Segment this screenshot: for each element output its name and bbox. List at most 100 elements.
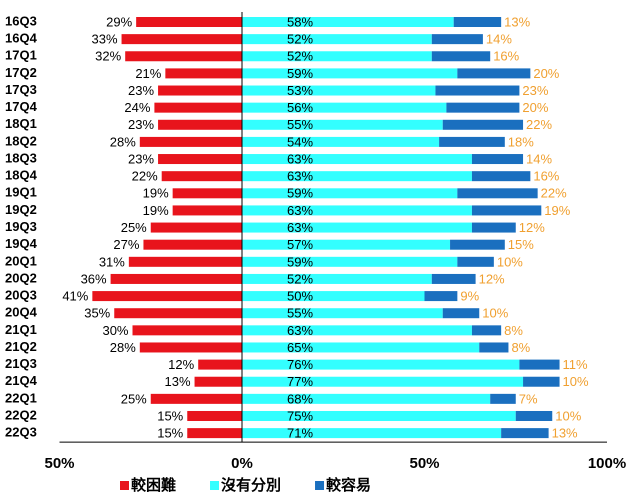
- value-label: 71%: [287, 426, 313, 441]
- bar-segment: [187, 410, 242, 421]
- bar-segment: [136, 17, 242, 27]
- bar-segment: [457, 256, 494, 267]
- legend-swatch: [210, 481, 220, 490]
- bar-segment: [198, 359, 242, 370]
- value-label: 15%: [508, 237, 534, 252]
- bar-segment: [471, 205, 542, 216]
- category-label: 19Q3: [5, 219, 37, 234]
- value-label: 16%: [533, 169, 559, 184]
- value-label: 29%: [106, 14, 132, 29]
- category-label: 20Q4: [5, 305, 38, 320]
- value-label: 7%: [519, 391, 538, 406]
- bar-segment: [446, 102, 520, 113]
- bar-segment: [114, 308, 242, 319]
- value-label: 12%: [479, 271, 505, 286]
- category-label: 19Q4: [5, 236, 38, 251]
- bar-segment: [128, 256, 242, 267]
- value-label: 13%: [552, 426, 578, 441]
- value-label: 30%: [102, 323, 128, 338]
- value-label: 22%: [541, 186, 567, 201]
- bar-segment: [242, 136, 440, 147]
- bar-segment: [110, 273, 242, 284]
- bar-segment: [471, 154, 524, 165]
- value-label: 55%: [287, 117, 313, 132]
- value-label: 63%: [287, 323, 313, 338]
- bar-segment: [158, 119, 242, 130]
- bar-segment: [479, 342, 509, 353]
- category-label: 16Q3: [5, 13, 37, 28]
- value-label: 20%: [522, 100, 548, 115]
- x-tick-label: 0%: [231, 455, 253, 472]
- value-label: 10%: [482, 306, 508, 321]
- category-label: 20Q2: [5, 270, 37, 285]
- bar-segment: [132, 325, 242, 336]
- bar-segment: [450, 239, 505, 250]
- value-label: 55%: [287, 306, 313, 321]
- category-label: 20Q3: [5, 288, 37, 303]
- value-label: 19%: [544, 203, 570, 218]
- bar-segment: [165, 68, 242, 79]
- value-label: 8%: [504, 323, 523, 338]
- value-label: 77%: [287, 374, 313, 389]
- value-label: 68%: [287, 391, 313, 406]
- bar-segment: [242, 273, 432, 284]
- value-label: 65%: [287, 340, 313, 355]
- bar-segment: [242, 85, 436, 96]
- value-label: 53%: [287, 83, 313, 98]
- value-label: 16%: [493, 49, 519, 64]
- bar-segment: [453, 17, 502, 27]
- value-label: 58%: [287, 14, 313, 29]
- bar-segment: [523, 376, 560, 387]
- bar-segment: [471, 222, 516, 233]
- value-label: 31%: [99, 254, 125, 269]
- bar-segment: [161, 171, 242, 182]
- value-label: 75%: [287, 408, 313, 423]
- bar-segment: [242, 256, 458, 267]
- legend-label: 較困難: [131, 476, 176, 494]
- bar-segment: [187, 428, 242, 439]
- value-label: 54%: [287, 134, 313, 149]
- bar-segment: [431, 34, 483, 45]
- category-label: 22Q1: [5, 390, 37, 405]
- bar-segment: [154, 102, 242, 113]
- value-label: 24%: [124, 100, 150, 115]
- bar-segment: [242, 239, 451, 250]
- bar-segment: [515, 410, 553, 421]
- bar-segment: [172, 205, 242, 216]
- bar-segment: [242, 342, 480, 353]
- bar-segment: [139, 136, 242, 147]
- bar-segment: [471, 171, 531, 182]
- value-label: 12%: [168, 357, 194, 372]
- bar-segment: [442, 308, 480, 319]
- bar-segment: [471, 325, 502, 336]
- value-label: 23%: [128, 117, 154, 132]
- category-label: 18Q2: [5, 133, 37, 148]
- bar-segment: [242, 17, 454, 27]
- category-label: 20Q1: [5, 253, 37, 268]
- category-label: 17Q4: [5, 99, 38, 114]
- bar-segment: [519, 359, 560, 370]
- x-tick-label: 50%: [44, 455, 74, 472]
- value-label: 57%: [287, 237, 313, 252]
- value-label: 52%: [287, 49, 313, 64]
- bar-segment: [158, 85, 242, 96]
- bar-segment: [490, 393, 516, 404]
- bar-segment: [242, 119, 443, 130]
- value-label: 27%: [113, 237, 139, 252]
- value-label: 25%: [121, 391, 147, 406]
- value-label: 18%: [508, 134, 534, 149]
- value-label: 12%: [519, 220, 545, 235]
- value-label: 32%: [95, 49, 121, 64]
- bar-segment: [242, 188, 458, 199]
- bar-segment: [242, 428, 502, 439]
- value-label: 9%: [460, 289, 479, 304]
- value-label: 8%: [511, 340, 530, 355]
- value-label: 28%: [110, 134, 136, 149]
- value-label: 15%: [157, 408, 183, 423]
- x-tick-label: 100%: [588, 455, 626, 472]
- bar-segment: [125, 51, 242, 62]
- value-label: 33%: [92, 32, 118, 47]
- category-label: 18Q4: [5, 168, 38, 183]
- bar-segment: [172, 188, 242, 199]
